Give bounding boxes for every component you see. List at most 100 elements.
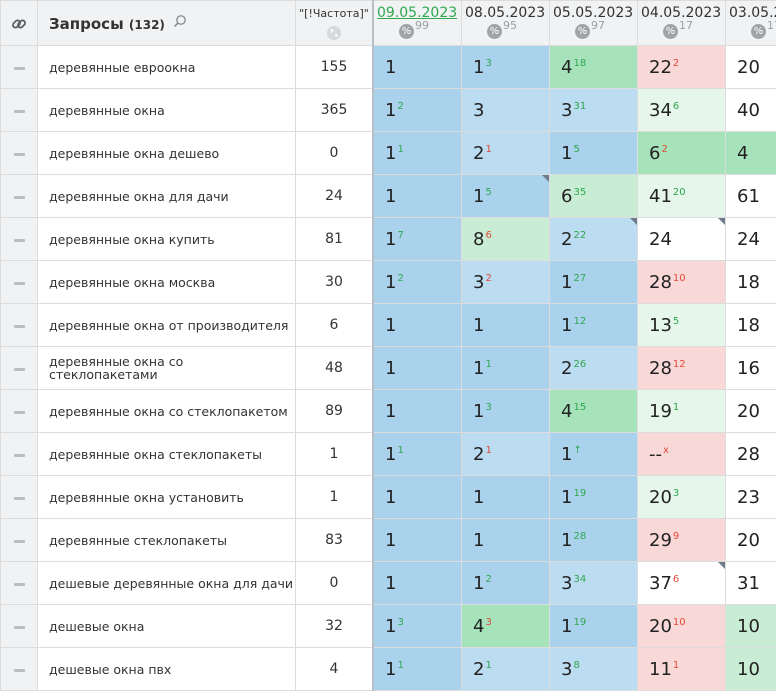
position-cell[interactable]: 23 — [725, 475, 776, 519]
position-cell[interactable]: --x — [637, 432, 726, 476]
position-cell[interactable]: 1↑ — [549, 432, 638, 476]
position-cell[interactable]: 86 — [461, 217, 550, 261]
position-cell[interactable]: 15 — [549, 131, 638, 175]
position-cell[interactable]: 61 — [725, 174, 776, 218]
position-cell[interactable]: 62 — [637, 131, 726, 175]
position-cell[interactable]: 2812 — [637, 346, 726, 390]
position-cell[interactable]: 119 — [549, 475, 638, 519]
position-cell[interactable]: 127 — [549, 260, 638, 304]
minus-icon[interactable] — [13, 238, 25, 242]
position-cell[interactable]: 112 — [549, 303, 638, 347]
position-cell[interactable]: 13 — [461, 45, 550, 89]
date-label[interactable]: 04.05.2023 — [641, 5, 722, 21]
date-label[interactable]: 09.05.2023 — [377, 5, 458, 21]
position-cell[interactable]: 20 — [725, 389, 776, 433]
position-cell[interactable]: 11 — [372, 131, 462, 175]
position-cell[interactable]: 32 — [461, 260, 550, 304]
position-cell[interactable]: 40 — [725, 88, 776, 132]
minus-icon[interactable] — [13, 281, 25, 285]
minus-icon[interactable] — [13, 66, 25, 70]
keyword-cell[interactable]: дешевые окна пвх — [37, 647, 296, 691]
date-label[interactable]: 05.05.2023 — [553, 5, 634, 21]
keyword-cell[interactable]: деревянные евроокна — [37, 45, 296, 89]
position-cell[interactable]: 13 — [372, 604, 462, 648]
position-cell[interactable]: 43 — [461, 604, 550, 648]
position-cell[interactable]: 1 — [372, 475, 462, 519]
position-cell[interactable]: 1 — [461, 518, 550, 562]
position-cell[interactable]: 12 — [372, 260, 462, 304]
keyword-cell[interactable]: деревянные стеклопакеты — [37, 518, 296, 562]
minus-icon[interactable] — [13, 539, 25, 543]
date-column-header-3[interactable]: 05.05.2023 % 97 — [549, 0, 638, 46]
position-cell[interactable]: 21 — [461, 432, 550, 476]
position-cell[interactable]: 13 — [461, 389, 550, 433]
position-cell[interactable]: 376 — [637, 561, 726, 605]
position-cell[interactable]: 203 — [637, 475, 726, 519]
position-cell[interactable]: 11 — [372, 432, 462, 476]
position-cell[interactable]: 31 — [725, 561, 776, 605]
position-cell[interactable]: 38 — [549, 647, 638, 691]
position-cell[interactable]: 4 — [725, 131, 776, 175]
position-cell[interactable]: 418 — [549, 45, 638, 89]
minus-icon[interactable] — [13, 367, 25, 371]
position-cell[interactable]: 415 — [549, 389, 638, 433]
position-cell[interactable]: 10 — [725, 604, 776, 648]
keyword-cell[interactable]: деревянные окна — [37, 88, 296, 132]
date-column-header-2[interactable]: 08.05.2023 % 95 — [461, 0, 550, 46]
keyword-cell[interactable]: деревянные окна стеклопакеты — [37, 432, 296, 476]
minus-icon[interactable] — [13, 453, 25, 457]
position-cell[interactable]: 222 — [637, 45, 726, 89]
position-cell[interactable]: 11 — [372, 647, 462, 691]
position-cell[interactable]: 20 — [725, 45, 776, 89]
position-cell[interactable]: 1 — [461, 475, 550, 519]
position-cell[interactable]: 17 — [372, 217, 462, 261]
position-cell[interactable]: 119 — [549, 604, 638, 648]
keyword-cell[interactable]: деревянные окна со стеклопакетами — [37, 346, 296, 390]
position-cell[interactable]: 1 — [461, 303, 550, 347]
position-cell[interactable]: 111 — [637, 647, 726, 691]
position-cell[interactable]: 4120 — [637, 174, 726, 218]
position-cell[interactable]: 12 — [461, 561, 550, 605]
keyword-cell[interactable]: деревянные окна для дачи — [37, 174, 296, 218]
position-cell[interactable]: 334 — [549, 561, 638, 605]
position-cell[interactable]: 635 — [549, 174, 638, 218]
minus-icon[interactable] — [13, 152, 25, 156]
keyword-cell[interactable]: деревянные окна купить — [37, 217, 296, 261]
minus-icon[interactable] — [13, 668, 25, 672]
position-cell[interactable]: 331 — [549, 88, 638, 132]
position-cell[interactable]: 299 — [637, 518, 726, 562]
position-cell[interactable]: 1 — [372, 561, 462, 605]
position-cell[interactable]: 346 — [637, 88, 726, 132]
date-column-header-4[interactable]: 04.05.2023 % 17 — [637, 0, 726, 46]
keyword-cell[interactable]: деревянные окна со стеклопакетом — [37, 389, 296, 433]
position-cell[interactable]: 16 — [725, 346, 776, 390]
position-cell[interactable]: 2810 — [637, 260, 726, 304]
position-cell[interactable]: 24 — [725, 217, 776, 261]
position-cell[interactable]: 128 — [549, 518, 638, 562]
position-cell[interactable]: 20 — [725, 518, 776, 562]
position-cell[interactable]: 15 — [461, 174, 550, 218]
position-cell[interactable]: 10 — [725, 647, 776, 691]
link-icon[interactable] — [11, 16, 27, 32]
position-cell[interactable]: 226 — [549, 346, 638, 390]
search-icon[interactable] — [173, 14, 187, 28]
position-cell[interactable]: 1 — [372, 518, 462, 562]
date-column-header-1[interactable]: 09.05.2023 % 99 — [372, 0, 462, 46]
position-cell[interactable]: 1 — [372, 303, 462, 347]
link-column-header[interactable] — [0, 0, 38, 46]
minus-icon[interactable] — [13, 109, 25, 113]
position-cell[interactable]: 21 — [461, 131, 550, 175]
position-cell[interactable]: 191 — [637, 389, 726, 433]
position-cell[interactable]: 222 — [549, 217, 638, 261]
keyword-cell[interactable]: дешевые деревянные окна для дачи — [37, 561, 296, 605]
date-label[interactable]: 08.05.2023 — [465, 5, 546, 21]
position-cell[interactable]: 1 — [372, 174, 462, 218]
position-cell[interactable]: 24 — [637, 217, 726, 261]
position-cell[interactable]: 18 — [725, 260, 776, 304]
position-cell[interactable]: 1 — [372, 45, 462, 89]
keywords-column-header[interactable]: Запросы (132) — [37, 0, 296, 46]
position-cell[interactable]: 12 — [372, 88, 462, 132]
keyword-cell[interactable]: деревянные окна дешево — [37, 131, 296, 175]
minus-icon[interactable] — [13, 625, 25, 629]
position-cell[interactable]: 21 — [461, 647, 550, 691]
